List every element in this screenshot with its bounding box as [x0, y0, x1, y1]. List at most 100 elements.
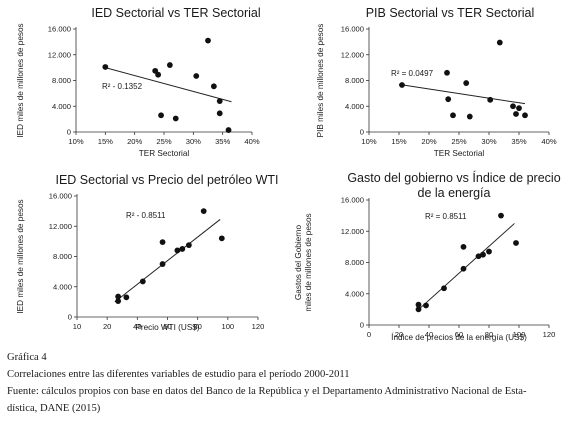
data-point: [496, 39, 503, 46]
x-tick-label: 20: [395, 330, 403, 339]
y-axis-label: Gastos del Gobierno: [294, 225, 303, 301]
data-point: [193, 73, 200, 79]
chart-title: PIB Sectorial vs TER Sectorial: [366, 6, 535, 20]
data-point: [415, 306, 422, 313]
data-point: [513, 111, 519, 117]
data-point: [172, 115, 179, 122]
data-point: [155, 71, 162, 78]
chart-panel-3: IED Sectorial vs Precio del petróleo WTI…: [16, 173, 279, 332]
data-point: [179, 246, 186, 252]
x-tick-label: 15%: [98, 137, 113, 146]
x-tick-label: 30%: [481, 137, 496, 146]
x-tick-label: 30%: [186, 137, 201, 146]
data-point: [185, 242, 192, 249]
x-tick-label: 10%: [68, 137, 83, 146]
data-point: [159, 239, 166, 246]
data-point: [415, 301, 422, 308]
chart-title: IED Sectorial vs Precio del petróleo WTI: [56, 173, 279, 187]
figure-source-line-1: Fuente: cálculos propios con base en dat…: [7, 386, 527, 397]
data-point: [216, 110, 223, 117]
data-point: [423, 302, 429, 309]
data-point: [460, 243, 467, 250]
data-point: [480, 251, 486, 258]
data-point: [102, 64, 109, 70]
y-axis-label-line-2: miles de millones de pesos: [304, 213, 313, 311]
y-tick-label: 4.000: [52, 102, 71, 111]
y-tick-label: 12.000: [341, 50, 364, 59]
data-point: [200, 208, 207, 215]
x-tick-label: 25%: [156, 137, 171, 146]
data-point: [463, 80, 470, 86]
x-axis-label: Índice de precios de la energía (US$): [391, 332, 527, 342]
trendline: [114, 219, 221, 303]
data-point: [158, 112, 164, 119]
data-point: [123, 294, 130, 301]
x-tick-label: 40%: [244, 137, 259, 146]
chart-panel-1: IED Sectorial vs TER Sectorial 0 4.000 8.00…: [16, 6, 261, 158]
r-squared-annotation: R² = 0.8511: [425, 212, 467, 221]
x-tick-label: 80: [485, 330, 493, 339]
figure-label: Gráfica 4: [7, 352, 47, 363]
r-squared-annotation: R² = 0.0497: [391, 69, 434, 78]
data-point: [225, 127, 232, 133]
chart-title: IED Sectorial vs TER Sectorial: [91, 6, 260, 20]
data-point: [513, 240, 519, 246]
data-point: [166, 62, 173, 68]
x-tick-label: 120: [543, 330, 556, 339]
data-point: [115, 293, 122, 300]
data-point: [510, 103, 516, 110]
data-point: [475, 253, 482, 260]
x-tick-label: 20%: [127, 137, 142, 146]
x-tick-label: 35%: [215, 137, 230, 146]
y-tick-label: 8.000: [345, 76, 364, 85]
x-axis-label: TER Sectorial: [139, 149, 190, 158]
chart-panel-4: Gasto del gobierno vs Índice de preciode…: [294, 170, 561, 342]
data-point: [218, 235, 225, 242]
x-tick-label: 40: [425, 330, 433, 339]
chart-title-line-2: de la energía: [418, 186, 491, 200]
y-tick-label: 4.000: [345, 102, 364, 111]
x-tick-label: 10: [73, 322, 81, 331]
x-tick-label: 0: [367, 330, 371, 339]
data-point: [522, 112, 528, 119]
data-point: [216, 98, 223, 104]
x-tick-label: 60: [163, 322, 171, 331]
data-point: [205, 37, 211, 44]
y-tick-label: 0: [360, 321, 364, 330]
r-squared-annotation: R² - 0.8511: [126, 211, 166, 220]
x-tick-label: 60: [455, 330, 463, 339]
data-point: [460, 265, 467, 272]
x-tick-label: 120: [252, 322, 265, 331]
y-tick-label: 8.000: [52, 76, 71, 85]
y-tick-label: 8.000: [53, 252, 72, 261]
y-axis-label: IED miles de millones de pesos: [16, 23, 25, 137]
x-tick-label: 40%: [541, 137, 556, 146]
y-tick-label: 0: [360, 128, 364, 137]
x-tick-label: 80: [193, 322, 201, 331]
y-tick-label: 4.000: [53, 282, 72, 291]
data-point: [399, 82, 405, 88]
y-axis-label: PIB miles de millones de pesos: [316, 24, 325, 138]
trendline: [398, 83, 526, 105]
y-tick-label: 0: [67, 128, 71, 137]
y-tick-label: 16.000: [48, 25, 71, 34]
y-tick-label: 4.000: [345, 289, 364, 298]
x-tick-label: 35%: [511, 137, 526, 146]
x-tick-label: 10%: [361, 137, 376, 146]
chart-panel-2: PIB Sectorial vs TER Sectorial 0 4.000 8.00…: [316, 6, 557, 158]
x-tick-label: 20: [103, 322, 111, 331]
chart-title: Gasto del gobierno vs Índice de precio: [347, 170, 560, 185]
y-tick-label: 8.000: [345, 258, 364, 267]
y-axis-label: IED miles de millones de pesos: [16, 199, 25, 313]
x-axis-label: TER Sectorial: [434, 149, 485, 158]
x-tick-label: 100: [221, 322, 234, 331]
data-point: [516, 105, 522, 112]
y-tick-label: 12.000: [49, 222, 72, 231]
y-tick-label: 16.000: [49, 192, 72, 201]
y-tick-label: 16.000: [341, 25, 364, 34]
y-tick-label: 0: [68, 313, 72, 322]
x-tick-label: 100: [513, 330, 526, 339]
trendline: [105, 67, 232, 103]
data-point: [174, 247, 181, 254]
